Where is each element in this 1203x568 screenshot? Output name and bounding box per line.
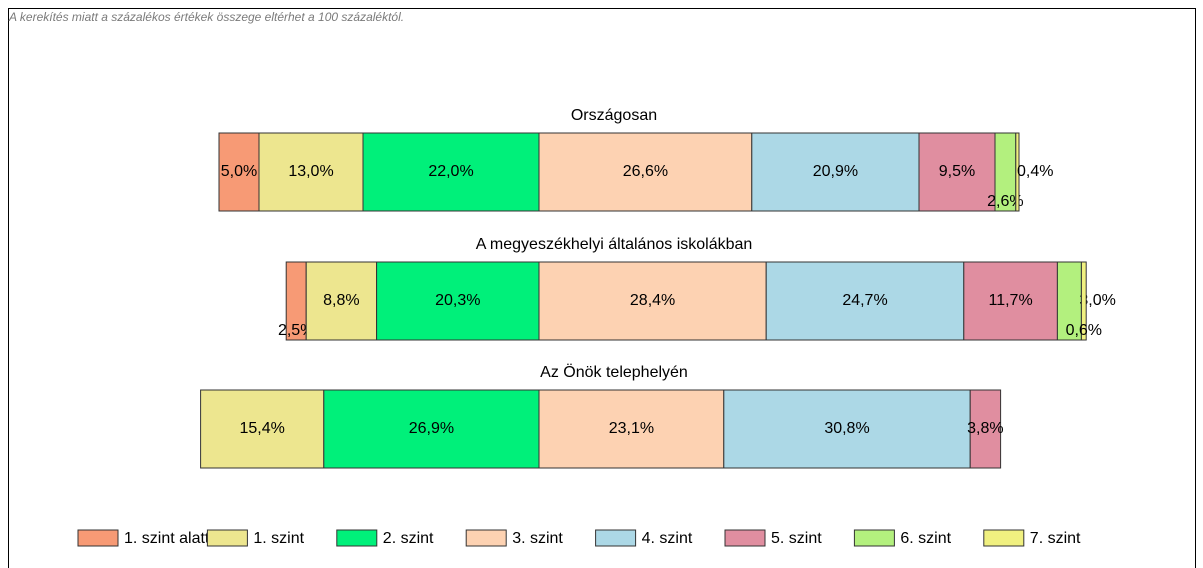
legend-swatch bbox=[724, 529, 766, 547]
legend-label: 1. szint alatti bbox=[124, 530, 213, 547]
bar-segment bbox=[963, 261, 1058, 341]
bar-segment bbox=[969, 389, 1002, 469]
bar-segment bbox=[765, 261, 965, 341]
value-label: 8,8% bbox=[323, 292, 359, 309]
value-label: 0,4% bbox=[1017, 163, 1053, 180]
value-label: 22,0% bbox=[428, 163, 473, 180]
legend-label: 3. szint bbox=[512, 530, 563, 547]
row-title: Országosan bbox=[571, 107, 657, 124]
legend-swatch bbox=[853, 529, 895, 547]
bar-segment bbox=[723, 389, 971, 469]
value-label: 2,5% bbox=[278, 322, 314, 339]
value-label: 20,3% bbox=[435, 292, 480, 309]
value-label: 28,4% bbox=[630, 292, 675, 309]
legend-swatch bbox=[465, 529, 507, 547]
value-label: 5,0% bbox=[221, 163, 257, 180]
value-label: 15,4% bbox=[240, 420, 285, 437]
bar-segment bbox=[323, 389, 540, 469]
row-title: A megyeszékhelyi általános iskolákban bbox=[476, 236, 753, 253]
value-label: 26,9% bbox=[409, 420, 454, 437]
legend-label: 7. szint bbox=[1030, 530, 1081, 547]
legend-swatch bbox=[336, 529, 378, 547]
bar-segment bbox=[538, 261, 767, 341]
bar-segment bbox=[538, 389, 725, 469]
bar-segment bbox=[362, 132, 540, 212]
value-label: 30,8% bbox=[824, 420, 869, 437]
legend-label: 5. szint bbox=[771, 530, 822, 547]
note: A kerekítés miatt a százalékos értékek ö… bbox=[8, 10, 404, 24]
value-label: 23,1% bbox=[609, 420, 654, 437]
bar-segment bbox=[200, 389, 325, 469]
value-label: 13,0% bbox=[288, 163, 333, 180]
value-label: 26,6% bbox=[623, 163, 668, 180]
frame bbox=[8, 8, 1196, 568]
value-label: 24,7% bbox=[842, 292, 887, 309]
legend-label: 1. szint bbox=[253, 530, 304, 547]
value-label: 20,9% bbox=[813, 163, 858, 180]
value-label: 3,0% bbox=[1079, 292, 1115, 309]
value-label: 11,7% bbox=[989, 292, 1033, 309]
value-label: 3,8% bbox=[967, 420, 1003, 437]
bar-segment bbox=[918, 132, 996, 212]
legend-label: 2. szint bbox=[383, 530, 434, 547]
bar-segment bbox=[1080, 261, 1087, 341]
value-label: 2,6% bbox=[987, 193, 1023, 210]
bar-segment bbox=[1015, 132, 1020, 212]
bar-segment bbox=[258, 132, 364, 212]
row-title: Az Önök telephelyén bbox=[540, 363, 688, 381]
value-label: 0,6% bbox=[1066, 322, 1102, 339]
bar-segment bbox=[305, 261, 378, 341]
legend-swatch bbox=[206, 529, 248, 547]
value-label: 9,5% bbox=[939, 163, 975, 180]
legend-label: 6. szint bbox=[900, 530, 951, 547]
bar-segment bbox=[376, 261, 540, 341]
legend-label: 4. szint bbox=[642, 530, 693, 547]
legend-swatch bbox=[595, 529, 637, 547]
legend-swatch bbox=[77, 529, 119, 547]
legend-swatch bbox=[983, 529, 1025, 547]
